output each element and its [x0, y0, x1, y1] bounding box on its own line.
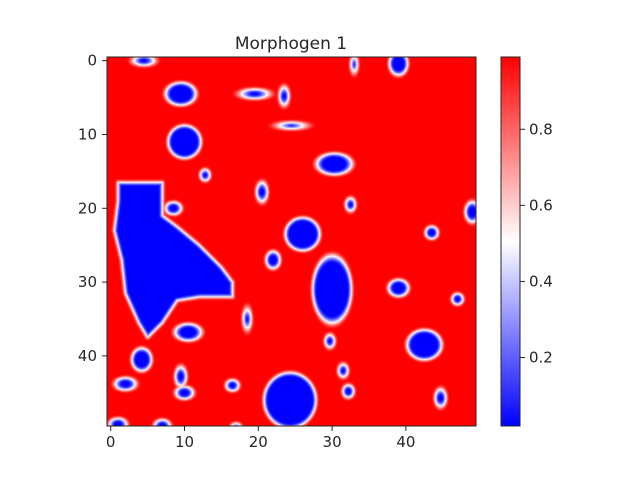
colorbar-tick-label: 0.4: [529, 272, 553, 290]
colorbar-tick-label: 0.8: [529, 120, 553, 138]
x-tick-label: 30: [323, 433, 342, 451]
y-tick-label: 20: [78, 199, 97, 217]
x-axis: 0 10 20 30 40: [106, 426, 415, 451]
heatmap-canvas: [107, 57, 476, 426]
colorbar-gradient: [501, 57, 520, 426]
y-tick-label: 30: [78, 273, 97, 291]
colorbar-tick-label: 0.6: [529, 196, 553, 214]
y-tick-label: 0: [87, 52, 97, 70]
y-axis: 0 10 20 30 40: [78, 52, 107, 365]
heatmap-frame: [106, 56, 477, 427]
x-tick-label: 0: [106, 433, 116, 451]
x-tick-label: 20: [249, 433, 268, 451]
heatmap-area: [106, 56, 477, 427]
colorbar-tick-label: 0.2: [529, 349, 553, 367]
y-tick-label: 10: [78, 125, 97, 143]
colorbar: 0.2 0.4 0.6 0.8: [500, 56, 553, 427]
y-tick-label: 40: [78, 347, 97, 365]
x-tick-label: 40: [396, 433, 415, 451]
colorbar-frame: [500, 56, 521, 427]
x-tick-label: 10: [175, 433, 194, 451]
chart-title: Morphogen 1: [235, 34, 347, 54]
